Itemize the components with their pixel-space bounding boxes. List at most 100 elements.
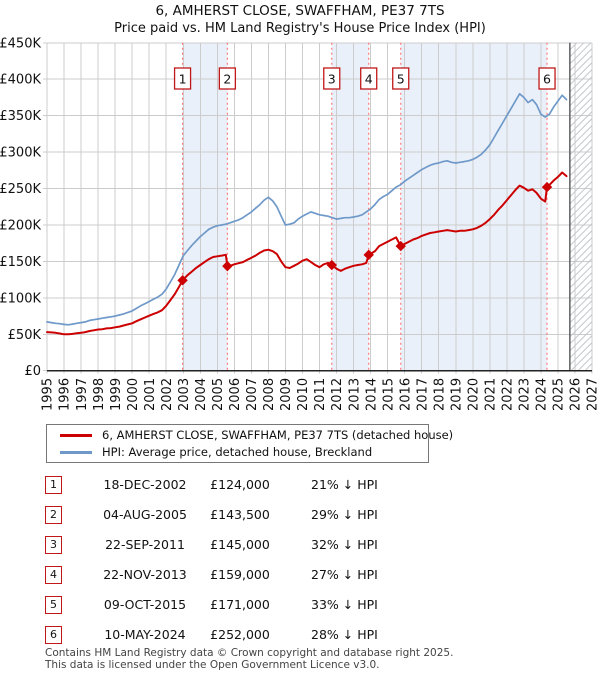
footer: Contains HM Land Registry data © Crown c… <box>45 647 454 671</box>
future-hatch-line <box>569 230 593 254</box>
x-axis-tick-label: 2018 <box>432 378 447 411</box>
future-hatch-line <box>569 62 593 86</box>
property-price-line <box>46 171 568 336</box>
future-hatch-line <box>569 300 593 324</box>
x-axis-tick-label: 2013 <box>347 378 362 411</box>
price-chart: £0 £50K £100K £150K £200K £250K £300K £350K £400… <box>0 36 600 411</box>
future-hatch-line <box>569 223 593 247</box>
hpi-line <box>46 92 568 326</box>
future-hatch-line <box>569 272 593 296</box>
future-hatch-line <box>569 342 593 366</box>
x-axis-tick-label: 2009 <box>279 378 294 411</box>
sale-date: 04-AUG-2005 <box>103 507 187 522</box>
sale-hpi-delta: 21% ↓ HPI <box>311 477 378 492</box>
future-hatch-line <box>569 328 593 352</box>
x-axis-tick-label: 2000 <box>126 378 141 411</box>
x-axis-tick-label: 2024 <box>535 378 550 411</box>
future-hatch-line <box>569 90 593 114</box>
sale-marker-number: 3 <box>328 72 336 87</box>
future-hatch-line <box>569 307 593 331</box>
sale-marker-number: 6 <box>543 72 551 87</box>
sale-date: 09-OCT-2015 <box>103 597 187 612</box>
future-hatch-line <box>569 69 593 93</box>
x-axis-tick-label: 2023 <box>518 378 533 411</box>
future-hatch-line <box>577 356 593 372</box>
sale-price: £145,000 <box>210 537 270 552</box>
sale-price: £159,000 <box>210 567 270 582</box>
x-axis-tick-label: 1997 <box>75 378 90 411</box>
future-hatch-line <box>569 181 593 205</box>
future-hatch-line <box>569 42 585 58</box>
table-row: 2 04-AUG-2005 £143,500 29% ↓ HPI <box>0 506 600 526</box>
future-hatch-line <box>569 216 593 240</box>
future-hatch-line <box>569 174 593 198</box>
y-axis-tick-label: £0 <box>24 364 41 379</box>
future-hatch-line <box>569 97 593 121</box>
page-subtitle: Price paid vs. HM Land Registry's House … <box>114 21 486 36</box>
future-hatch-line <box>569 160 593 184</box>
sale-marker-number: 1 <box>179 72 187 87</box>
future-hatch-line <box>569 118 593 142</box>
x-axis-tick-label: 2025 <box>552 378 567 411</box>
sale-marker-box-1 <box>173 67 192 90</box>
y-axis-tick-label: £200K <box>0 218 41 233</box>
sale-marker-number: 2 <box>223 72 231 87</box>
future-hatch-line <box>569 83 593 107</box>
y-axis-tick-label: £400K <box>0 73 41 88</box>
sale-number-badge: 5 <box>45 596 62 614</box>
sale-date: 22-SEP-2011 <box>105 537 185 552</box>
future-hatch-line <box>569 48 593 72</box>
chart-legend: 6, AMHERST CLOSE, SWAFFHAM, PE37 7TS (de… <box>46 424 453 463</box>
future-hatch-line <box>569 195 593 219</box>
future-hatch-line <box>569 237 593 261</box>
footer-line-1: Contains HM Land Registry data © Crown c… <box>45 647 454 659</box>
x-axis-tick-label: 2027 <box>586 378 600 411</box>
sale-point-diamond <box>326 259 337 271</box>
future-hatch-line <box>569 209 593 233</box>
sale-point-diamond <box>395 240 406 252</box>
sale-marker-box-2 <box>218 67 237 90</box>
x-axis-tick-label: 2011 <box>313 378 328 411</box>
x-axis-tick-label: 2019 <box>449 378 464 411</box>
future-hatch-line <box>569 293 593 317</box>
x-axis-tick-label: 2010 <box>296 378 311 411</box>
x-axis-tick-label: 1996 <box>58 378 73 411</box>
future-hatch-line <box>569 335 593 359</box>
future-hatch-line <box>569 321 593 345</box>
future-hatch-line <box>569 42 592 65</box>
future-hatch-line <box>569 188 593 212</box>
footer-line-2: This data is licensed under the Open Gov… <box>45 658 380 671</box>
sale-date: 10-MAY-2024 <box>104 627 186 642</box>
future-hatch-line <box>569 146 593 170</box>
sale-number-badge: 2 <box>45 506 62 524</box>
x-axis-tick-label: 2014 <box>364 378 379 411</box>
legend-item-property: 6, AMHERST CLOSE, SWAFFHAM, PE37 7TS (de… <box>47 428 453 442</box>
sale-point-diamond <box>177 275 188 286</box>
sale-number-badge: 4 <box>45 566 62 584</box>
x-axis-tick-label: 2016 <box>398 378 413 411</box>
y-axis-tick-label: £250K <box>0 182 41 197</box>
future-hatch-line <box>569 132 593 156</box>
future-hatch-line <box>569 279 593 303</box>
x-axis-tick-label: 1999 <box>109 378 124 411</box>
future-hatch-line <box>569 139 593 163</box>
future-hatch-line <box>569 125 593 149</box>
ownership-band <box>400 42 548 371</box>
x-axis-tick-label: 2022 <box>501 378 516 411</box>
future-hatch-line <box>569 111 593 135</box>
x-axis-tick-label: 2001 <box>143 378 158 411</box>
table-row: 1 18-DEC-2002 £124,000 21% ↓ HPI <box>0 476 600 496</box>
future-hatch-line <box>569 265 593 289</box>
future-hatch-line <box>569 314 593 338</box>
sale-marker-box-4 <box>360 67 378 90</box>
future-hatch-line <box>569 258 593 282</box>
sale-date: 22-NOV-2013 <box>103 567 187 582</box>
legend-item-hpi: HPI: Average price, detached house, Brec… <box>47 445 428 459</box>
sale-number-badge: 1 <box>45 476 62 494</box>
sale-marker-number: 4 <box>365 72 373 87</box>
page-title: 6, AMHERST CLOSE, SWAFFHAM, PE37 7TS <box>155 3 445 19</box>
x-axis-tick-label: 2007 <box>245 378 260 411</box>
sale-hpi-delta: 32% ↓ HPI <box>311 537 378 552</box>
y-axis-tick-label: £350K <box>0 109 41 124</box>
